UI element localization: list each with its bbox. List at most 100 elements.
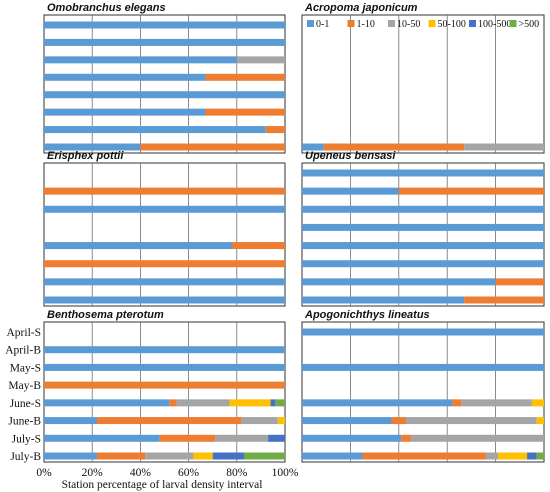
bar-segment-0-1 — [302, 169, 544, 177]
bar-july-s — [302, 278, 544, 286]
bar-july-b — [302, 143, 544, 151]
bar-segment-0-1 — [44, 346, 285, 354]
bar-july-b — [302, 296, 544, 304]
bar-segment-10-50 — [176, 399, 230, 407]
bar-segment-1-10 — [97, 452, 146, 460]
category-label-june-s: June-S — [10, 398, 41, 410]
bar-july-s — [44, 278, 285, 286]
bar-may-b — [302, 223, 544, 231]
bar-segment-10-50 — [485, 452, 499, 460]
bar-segment-0-1 — [302, 328, 544, 336]
bar-june-b — [302, 417, 544, 425]
legend-item-100-500: 100-500 — [469, 19, 511, 30]
bar-segment-0-1 — [302, 242, 544, 250]
bar-segment-0-1 — [44, 21, 285, 29]
bar-segment-0-1 — [44, 91, 285, 99]
bar-july-b — [44, 296, 285, 304]
bar-june-s — [44, 399, 285, 407]
panel-title: Omobranchus elegans — [47, 2, 166, 14]
bar-segment-1-10 — [44, 187, 285, 195]
bar-june-s — [302, 242, 544, 250]
panel-title: Acropoma japonicum — [304, 2, 418, 14]
bar-segment-1-10 — [44, 260, 285, 268]
x-tick-label: 0% — [36, 467, 52, 479]
bar-segment-1-10 — [452, 399, 462, 407]
legend-swatch — [509, 20, 517, 27]
category-labels: April-S April-B May-S May-B June-S June-B July… — [5, 327, 41, 463]
bar-april-b — [44, 38, 285, 46]
legend-swatch — [388, 20, 395, 27]
bar-segment-0-1 — [302, 417, 392, 425]
legend-label: 50-100 — [438, 19, 466, 30]
bar-july-b — [44, 143, 285, 151]
x-tick-label: 20% — [82, 467, 104, 479]
legend-label: >500 — [519, 19, 540, 30]
bar-segment-1-10 — [140, 143, 285, 151]
legend-item-500: >500 — [509, 19, 540, 30]
category-label-june-b: June-B — [8, 416, 41, 428]
category-label-july-s: July-S — [12, 433, 41, 445]
bar-april-b — [302, 187, 544, 195]
legend-swatch — [428, 20, 436, 27]
panel-upeneus-bensasi: Upeneus bensasi — [301, 150, 545, 307]
bar-segment-0-1 — [302, 223, 544, 231]
bar-segment-0-1 — [44, 242, 232, 250]
legend: 0-1 1-10 10-50 50-100 100-500 >500 — [307, 19, 539, 30]
bar-segment-1-10 — [362, 452, 486, 460]
bar-may-b — [44, 381, 285, 389]
x-tick-label: 80% — [226, 467, 248, 479]
bar-segment-1-10 — [159, 434, 216, 442]
bar-segment-0-1 — [44, 108, 206, 116]
bar-segment-10-50 — [215, 434, 269, 442]
bar-segment-50-100 — [229, 399, 271, 407]
bar-april-s — [302, 169, 544, 177]
bar-segment-1-10 — [265, 126, 285, 134]
bar-segment-10-50 — [464, 143, 544, 151]
bar-july-b — [302, 452, 544, 460]
bar-segment-1-10 — [205, 108, 285, 116]
bar-segment-0-1 — [302, 187, 399, 195]
bar-segment-10-50 — [406, 417, 537, 425]
bar-segment-0-1 — [44, 73, 206, 81]
legend-label: 100-500 — [478, 19, 511, 30]
bar-segment-0-1 — [302, 278, 496, 286]
bar-june-b — [44, 108, 285, 116]
bar-segment-10-50 — [236, 56, 285, 64]
bar-segment-1-10 — [401, 434, 411, 442]
legend-item-50-100: 50-100 — [428, 19, 466, 30]
bar-segment-0-1 — [44, 38, 285, 46]
bar-june-b — [44, 260, 285, 268]
bar-segment-10-50 — [410, 434, 544, 442]
bar-june-s — [44, 91, 285, 99]
bar-segment-1-10 — [97, 417, 242, 425]
bar-june-s — [302, 399, 544, 407]
bar-may-s — [302, 205, 544, 213]
bar-segment-0-1 — [302, 260, 544, 268]
x-tick-label: 60% — [178, 467, 200, 479]
bar-segment-100-500 — [527, 452, 537, 460]
bar-segment-1-10 — [391, 417, 407, 425]
legend-label: 10-50 — [397, 19, 420, 30]
panel-erisphex-pottii: Erisphex pottii — [43, 150, 286, 307]
bar-segment-500 — [536, 452, 544, 460]
bar-segment-50-100 — [531, 399, 544, 407]
bar-segment-0-1 — [44, 143, 141, 151]
bar-segment-0-1 — [44, 434, 160, 442]
legend-swatch — [347, 20, 355, 27]
bar-segment-0-1 — [44, 56, 237, 64]
bar-june-b — [302, 260, 544, 268]
bar-april-s — [302, 328, 544, 336]
bar-segment-1-10 — [464, 296, 544, 304]
panel-title: Erisphex pottii — [47, 150, 124, 162]
bar-segment-50-100 — [536, 417, 544, 425]
bar-segment-0-1 — [44, 296, 285, 304]
bar-segment-0-1 — [44, 363, 285, 371]
bar-may-s — [44, 205, 285, 213]
panel-acropoma-japonicum: Acropoma japonicum — [301, 2, 545, 154]
bar-segment-500 — [244, 452, 285, 460]
category-label-may-b: May-B — [8, 380, 41, 392]
bar-segment-0-1 — [44, 126, 266, 134]
category-label-april-s: April-S — [7, 327, 42, 339]
panel-title: Benthosema pterotum — [47, 309, 164, 321]
